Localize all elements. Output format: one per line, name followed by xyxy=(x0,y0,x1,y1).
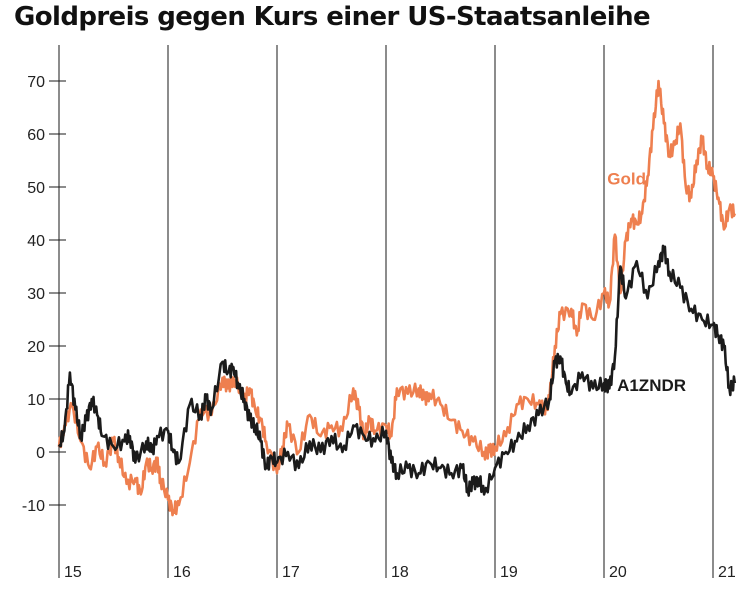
x-tick-label: 15 xyxy=(64,564,82,581)
y-tick-label: -10 xyxy=(22,498,45,515)
y-tick-label: 50 xyxy=(27,180,45,197)
y-tick-label: 40 xyxy=(27,233,45,250)
y-tick-label: 70 xyxy=(27,74,45,91)
x-tick-label: 17 xyxy=(282,564,300,581)
y-tick-label: 0 xyxy=(36,445,45,462)
series-label-a1zndr: A1ZNDR xyxy=(617,376,686,395)
series-label-gold: Gold xyxy=(607,169,646,188)
y-tick-label: 10 xyxy=(27,392,45,409)
x-tick-label: 18 xyxy=(391,564,409,581)
y-tick-label: 30 xyxy=(27,286,45,303)
x-tick-label: 21 xyxy=(718,564,736,581)
x-tick-label: 20 xyxy=(609,564,627,581)
x-tick-label: 19 xyxy=(500,564,518,581)
y-tick-label: 20 xyxy=(27,339,45,356)
y-tick-label: 60 xyxy=(27,127,45,144)
chart-title: Goldpreis gegen Kurs einer US-Staatsanle… xyxy=(14,2,651,32)
series-line-gold xyxy=(57,79,737,517)
series-line-a1zndr xyxy=(57,244,737,497)
x-tick-label: 16 xyxy=(173,564,191,581)
